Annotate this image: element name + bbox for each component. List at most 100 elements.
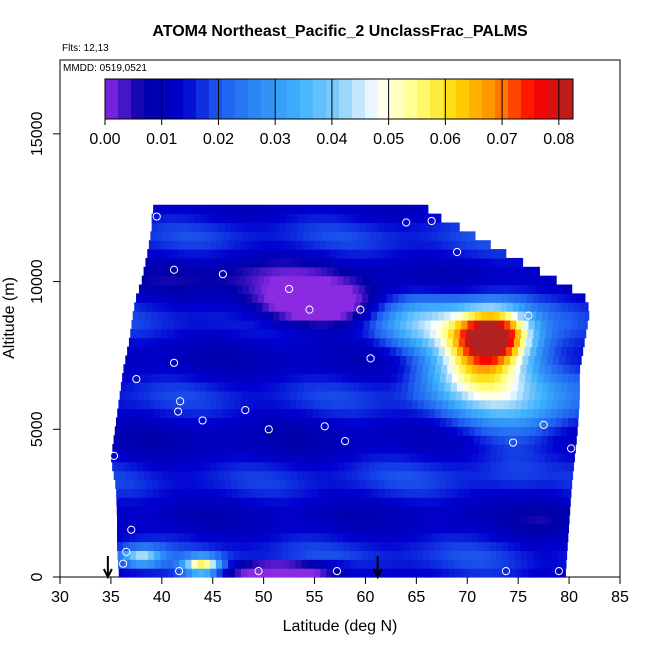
heatmap-cell: [515, 444, 523, 454]
heatmap-cell: [195, 497, 203, 507]
heatmap-cell: [141, 275, 149, 286]
x-tick-label: 65: [407, 589, 425, 606]
heatmap-cell: [391, 523, 399, 534]
heatmap-cell: [544, 541, 552, 552]
heatmap-cell: [328, 426, 336, 436]
heatmap-cell: [336, 506, 344, 516]
heatmap-cell: [452, 373, 459, 383]
heatmap-cell: [351, 355, 359, 365]
heatmap-cell: [448, 240, 455, 250]
heatmap-cell: [134, 488, 142, 498]
heatmap-cell: [316, 382, 324, 392]
heatmap-cell: [266, 231, 274, 241]
heatmap-cell: [463, 257, 470, 268]
heatmap-cell: [513, 506, 521, 516]
heatmap-cell: [143, 355, 151, 365]
heatmap-cell: [443, 470, 451, 481]
heatmap-cell: [487, 426, 495, 436]
heatmap-cell: [324, 452, 332, 463]
heatmap-cell: [389, 284, 397, 294]
heatmap-cell: [278, 435, 286, 445]
heatmap-cell: [417, 240, 425, 250]
heatmap-cell: [488, 417, 496, 427]
heatmap-cell: [163, 311, 170, 321]
heatmap-cell: [273, 213, 281, 224]
heatmap-cell: [411, 568, 419, 578]
heatmap-cell: [543, 417, 551, 427]
heatmap-cell: [255, 346, 263, 357]
heatmap-cell: [253, 568, 260, 578]
heatmap-cell: [351, 390, 359, 401]
heatmap-cell: [173, 399, 181, 410]
heatmap-cell: [284, 266, 291, 277]
heatmap-cell: [152, 302, 160, 312]
heatmap-cell: [364, 390, 371, 401]
heatmap-cell: [308, 568, 315, 578]
heatmap-cell: [257, 408, 265, 419]
heatmap-cell: [505, 426, 513, 436]
heatmap-cell: [380, 240, 388, 250]
heatmap-cell: [465, 550, 473, 560]
heatmap-cell: [517, 426, 525, 436]
heatmap-cell: [212, 346, 220, 357]
heatmap-cell: [330, 506, 338, 516]
sample-point: [169, 265, 179, 274]
heatmap-cell: [153, 541, 161, 552]
heatmap-cell: [226, 514, 234, 525]
heatmap-cell: [519, 488, 527, 498]
heatmap-cell: [344, 240, 352, 250]
colorbar-swatch: [469, 79, 483, 119]
heatmap-cell: [552, 399, 559, 410]
heatmap-cell: [159, 408, 167, 419]
heatmap-cell: [163, 426, 171, 436]
heatmap-cell: [216, 444, 223, 454]
heatmap-cell: [467, 390, 475, 401]
heatmap-cell: [332, 266, 340, 277]
heatmap-cell: [536, 382, 544, 392]
heatmap-cell: [406, 355, 413, 365]
heatmap-cell: [318, 506, 326, 516]
heatmap-cell: [411, 444, 419, 454]
colorbar-tick-label: 0.01: [146, 131, 177, 148]
heatmap-cell: [551, 275, 557, 286]
heatmap-cell: [269, 337, 277, 348]
heatmap-cell: [228, 444, 236, 454]
heatmap-cell: [531, 417, 539, 427]
heatmap-cell: [220, 514, 228, 525]
heatmap-cell: [313, 240, 321, 250]
heatmap-cell: [178, 293, 186, 303]
heatmap-cell: [335, 479, 342, 489]
heatmap-cell: [350, 444, 358, 454]
heatmap-cell: [284, 319, 291, 330]
heatmap-cell: [317, 417, 325, 427]
heatmap-cell: [246, 559, 254, 569]
heatmap-cell: [526, 514, 534, 525]
heatmap-cell: [256, 302, 264, 312]
heatmap-cell: [176, 222, 183, 232]
heatmap-cell: [313, 550, 320, 560]
heatmap-cell: [197, 240, 205, 250]
heatmap-cell: [570, 461, 575, 472]
heatmap-cell: [136, 559, 144, 569]
heatmap-cell: [173, 444, 181, 454]
heatmap-cell: [498, 319, 505, 330]
heatmap-cell: [401, 311, 409, 321]
heatmap-cell: [128, 506, 136, 516]
heatmap-cell: [333, 390, 341, 401]
heatmap-cell: [342, 337, 350, 348]
heatmap-cell: [354, 204, 362, 215]
heatmap-cell: [422, 550, 430, 560]
colorbar-swatch: [391, 79, 405, 119]
heatmap-cell: [422, 514, 430, 525]
heatmap-cell: [272, 390, 280, 401]
heatmap-cell: [424, 355, 432, 365]
heatmap-cell: [562, 506, 570, 516]
x-tick-label: 85: [611, 589, 629, 606]
heatmap-cell: [173, 568, 181, 578]
heatmap-cell: [341, 479, 348, 489]
heatmap-cell: [543, 302, 551, 312]
heatmap-cell: [222, 461, 229, 472]
heatmap-cell: [167, 568, 175, 578]
heatmap-cell: [238, 302, 245, 312]
heatmap-cell: [167, 444, 175, 454]
